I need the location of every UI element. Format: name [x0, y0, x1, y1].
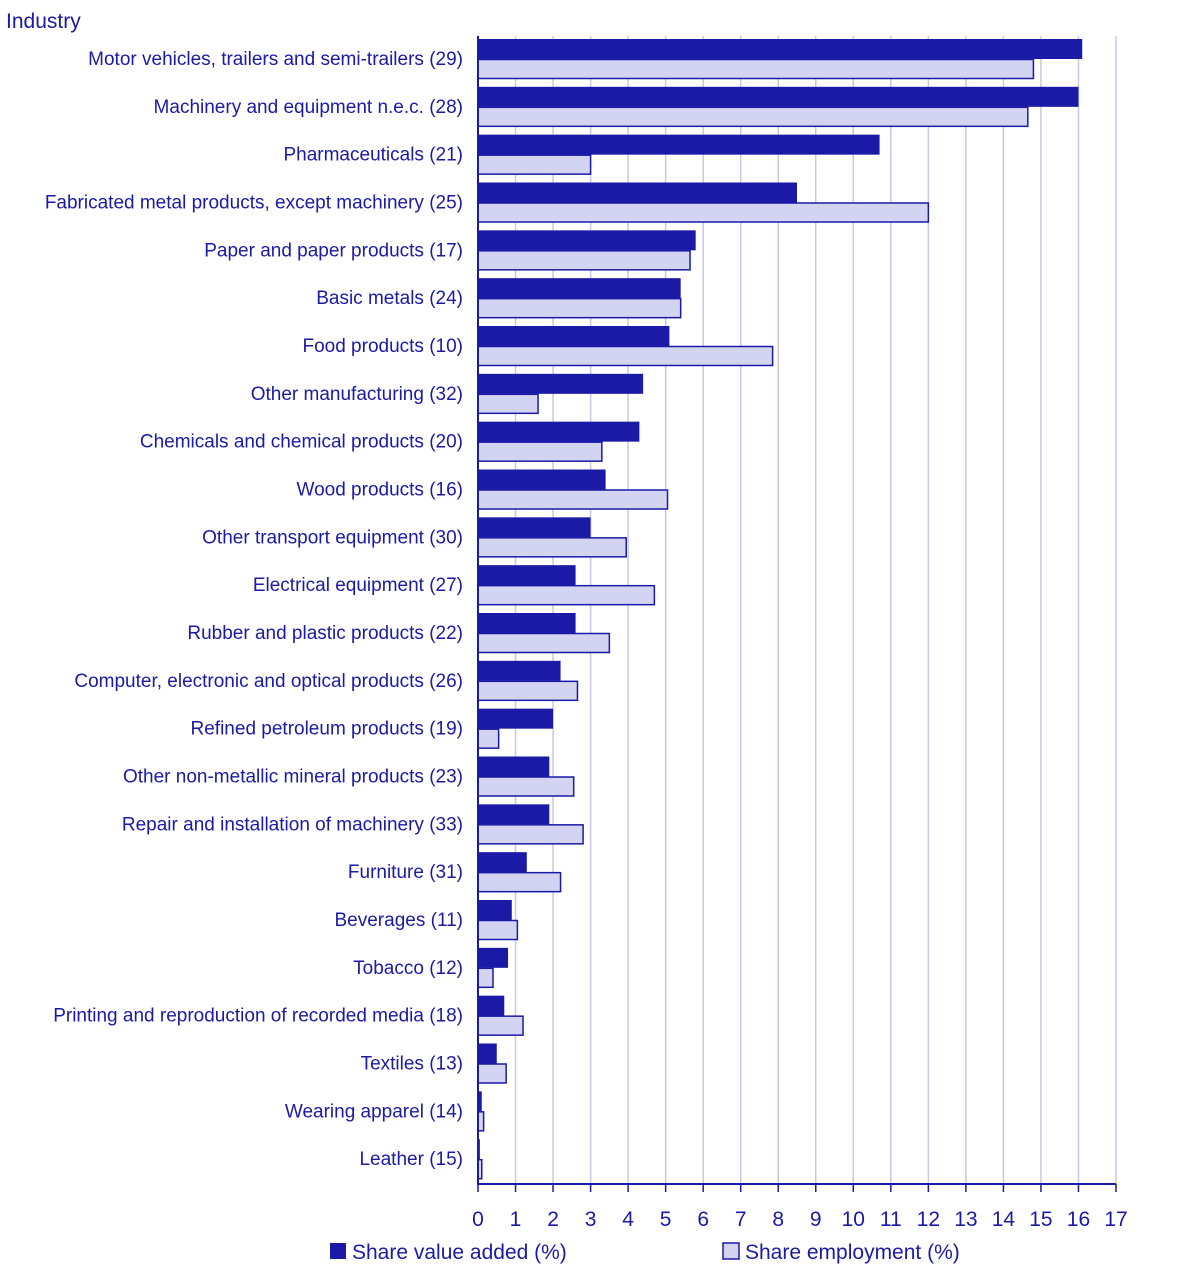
bar-employment	[477, 680, 579, 702]
y-axis-title: Industry	[6, 10, 81, 33]
category-label: Chemicals and chemical products (20)	[140, 432, 463, 453]
category-label: Food products (10)	[302, 336, 463, 357]
bar-employment	[477, 1063, 507, 1084]
bar-value-added	[478, 230, 696, 251]
bar-employment	[477, 871, 562, 893]
bar-employment	[477, 106, 1029, 128]
legend: Share value added (%) Share employment (%…	[330, 1241, 960, 1264]
x-tick-label: 12	[917, 1208, 940, 1231]
category-label: Wearing apparel (14)	[285, 1101, 463, 1122]
bar-employment	[477, 154, 592, 175]
category-label: Tobacco (12)	[353, 958, 463, 979]
x-tick-label: 3	[585, 1208, 597, 1231]
bar-value-added	[478, 804, 550, 825]
x-tick-label: 2	[547, 1208, 559, 1231]
bar-employment	[477, 58, 1035, 80]
bar-value-added	[478, 39, 1083, 59]
bar-value-added	[478, 852, 527, 873]
x-tick-label: 8	[772, 1208, 784, 1231]
legend-label-value-added: Share value added (%)	[352, 1241, 567, 1264]
category-label: Electrical equipment (27)	[253, 575, 463, 596]
x-tick-label: 4	[622, 1208, 634, 1231]
bar-value-added	[478, 1043, 497, 1064]
category-label: Motor vehicles, trailers and semi-traile…	[88, 49, 463, 70]
x-tick-label: 0	[472, 1208, 484, 1231]
category-labels: Motor vehicles, trailers and semi-traile…	[45, 49, 463, 1170]
bar-value-added	[478, 708, 554, 729]
bar-employment	[477, 537, 627, 558]
bar-value-added	[478, 613, 576, 633]
bar-value-added	[478, 373, 644, 394]
category-label: Fabricated metal products, except machin…	[45, 193, 463, 214]
x-tick-label: 9	[810, 1208, 822, 1231]
category-label: Printing and reproduction of recorded me…	[53, 1006, 463, 1027]
category-label: Basic metals (24)	[316, 288, 463, 309]
x-tick-label: 10	[842, 1208, 865, 1231]
x-tick-label: 5	[660, 1208, 672, 1231]
bar-employment	[477, 584, 656, 606]
bar-value-added	[478, 995, 505, 1016]
x-tick-label: 15	[1029, 1208, 1052, 1231]
bar-value-added	[478, 517, 591, 538]
category-label: Computer, electronic and optical product…	[74, 671, 463, 692]
bar-value-added	[478, 278, 681, 299]
bar-employment	[477, 441, 603, 462]
bar-value-added	[478, 86, 1079, 107]
bar-employment	[477, 1015, 524, 1036]
bar-employment	[477, 632, 611, 654]
category-label: Rubber and plastic products (22)	[187, 623, 463, 644]
category-label: Paper and paper products (17)	[204, 240, 463, 261]
category-label: Furniture (31)	[348, 862, 463, 883]
bar-employment	[477, 776, 575, 797]
bar-value-added	[478, 1091, 482, 1112]
x-axis: 0 1 2 3 4 5 6 7 8 9 10 11 12 13 14 15 16 17	[472, 36, 1128, 1231]
x-tick-label: 17	[1104, 1208, 1127, 1231]
bar-value-added	[478, 326, 670, 346]
legend-swatch-employment	[722, 1242, 740, 1260]
bar-value-added	[478, 565, 576, 586]
bar-value-added	[478, 469, 606, 490]
x-tick-label: 13	[954, 1208, 977, 1231]
bar-value-added	[478, 134, 880, 155]
legend-label-employment: Share employment (%)	[745, 1241, 960, 1264]
bar-value-added	[478, 660, 561, 681]
category-label: Machinery and equipment n.e.c. (28)	[154, 97, 463, 118]
bar-employment	[477, 824, 584, 845]
category-label: Pharmaceuticals (21)	[283, 145, 463, 166]
x-tick-label: 16	[1067, 1208, 1090, 1231]
x-tick-label: 7	[735, 1208, 747, 1231]
bar-employment	[477, 250, 691, 271]
x-tick-label: 11	[880, 1208, 902, 1231]
bar-employment	[477, 297, 682, 319]
bar-value-added	[478, 182, 797, 203]
category-label: Refined petroleum products (19)	[191, 719, 463, 740]
category-label: Beverages (11)	[335, 910, 464, 931]
category-label: Textiles (13)	[361, 1054, 463, 1075]
bar-employment	[477, 728, 500, 749]
bar-value-added	[478, 947, 509, 968]
category-label: Leather (15)	[359, 1149, 463, 1170]
bar-employment	[477, 919, 519, 941]
x-tick-label: 1	[510, 1208, 522, 1231]
bar-employment	[477, 393, 539, 415]
bar-employment	[477, 489, 669, 510]
legend-swatch-value-added	[330, 1243, 346, 1259]
bar-employment	[477, 202, 930, 223]
bar-value-added	[478, 756, 550, 777]
category-label: Other non-metallic mineral products (23)	[123, 767, 463, 788]
x-tick-label: 14	[992, 1208, 1016, 1231]
grid-lines	[514, 36, 1117, 1184]
category-label: Other manufacturing (32)	[251, 384, 463, 405]
bar-employment	[477, 967, 494, 989]
category-label: Other transport equipment (30)	[202, 527, 463, 548]
x-tick-label: 6	[697, 1208, 709, 1231]
bars	[477, 39, 1083, 1180]
category-label: Repair and installation of machinery (33…	[122, 814, 463, 835]
bar-value-added	[478, 421, 640, 442]
bar-employment	[477, 345, 774, 367]
bar-value-added	[478, 900, 512, 920]
category-label: Wood products (16)	[296, 480, 463, 501]
